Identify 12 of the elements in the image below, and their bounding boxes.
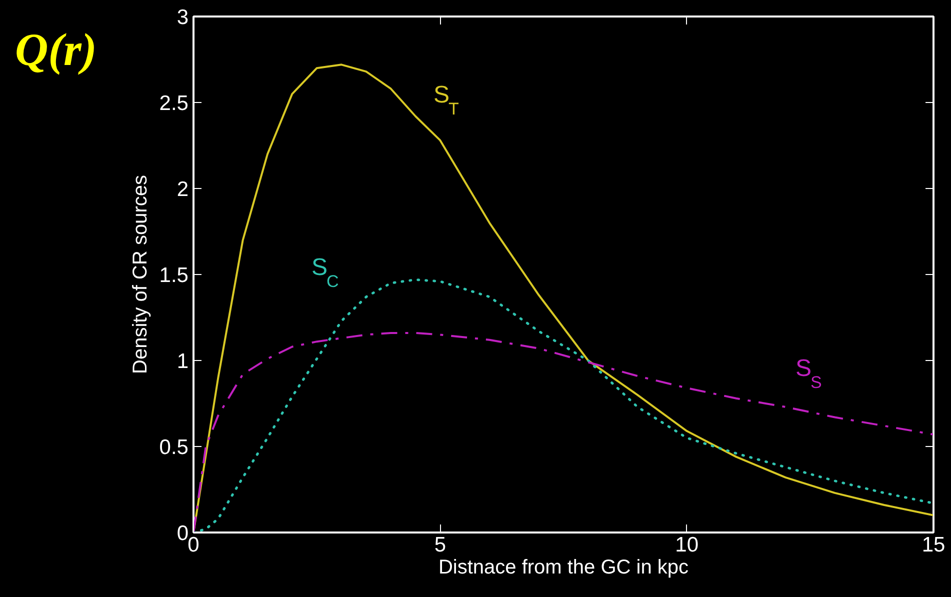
x-axis-title: Distnace from the GC in kpc bbox=[438, 556, 689, 578]
x-tick-label: 10 bbox=[675, 534, 699, 556]
y-axis-title: Density of CR sources bbox=[129, 175, 152, 374]
y-tick-label: 2.5 bbox=[159, 92, 189, 115]
y-tick-label: 1.5 bbox=[159, 264, 189, 287]
y-tick-label: 2 bbox=[176, 178, 189, 201]
x-tick-label: 15 bbox=[922, 534, 946, 556]
text: Q(r) bbox=[15, 23, 97, 77]
y-tick-label: 3 bbox=[176, 6, 189, 29]
y-tick-label: 1 bbox=[176, 350, 189, 373]
x-tick-label: 5 bbox=[434, 534, 446, 556]
y-tick-label: 0.5 bbox=[159, 436, 189, 459]
